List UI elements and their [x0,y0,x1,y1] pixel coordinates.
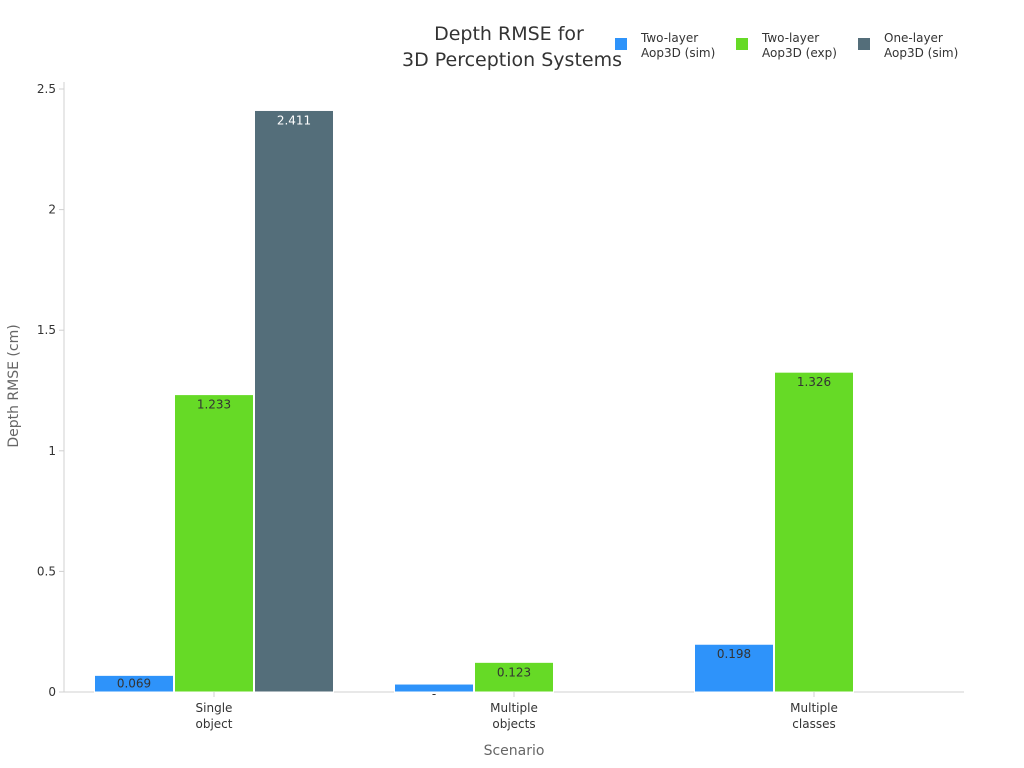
data-label: 2.411 [277,113,311,127]
legend-label: Two-layer Aop3D (exp) [761,31,837,60]
bar[interactable] [174,394,254,693]
legend-label-line: Aop3D (sim) [884,46,958,60]
legend-label-line: Aop3D (sim) [641,46,715,60]
chart-title: Depth RMSE for 3D Perception Systems [402,23,622,71]
bar[interactable] [254,109,334,693]
legend-label-line: Two-layer [761,31,819,45]
legend-label: One-layer Aop3D (sim) [884,31,958,60]
legend-item[interactable]: Two-layer Aop3D (sim) [615,31,715,60]
legend-swatch [615,38,627,50]
data-label: 0.123 [497,665,531,679]
legend-label-line: Aop3D (exp) [762,46,837,60]
legend-swatch [858,38,870,50]
x-tick-label: Multiple objects [490,701,538,731]
chart-title-line-1: Depth RMSE for [434,23,584,45]
bar[interactable] [94,674,174,693]
data-label: 0.198 [717,647,751,661]
chart-title-line-2: 3D Perception Systems [402,49,622,71]
y-tick-label: 0.5 [37,564,56,578]
data-label: - [432,687,436,701]
y-tick-label: 0 [48,685,56,699]
y-axis-title: Depth RMSE (cm) [6,324,22,447]
legend-item[interactable]: Two-layer Aop3D (exp) [736,31,837,60]
data-label: 1.326 [797,375,831,389]
x-tick-label-line: Single [196,701,233,715]
bar[interactable] [394,683,474,693]
y-tick-label: 1.5 [37,323,56,337]
legend-label-line: Two-layer [640,31,698,45]
x-tick-label: Single object [196,701,233,731]
y-tick-label: 2.5 [37,82,56,96]
legend-swatch [736,38,748,50]
y-ticks: 0 0.5 1 1.5 2 2.5 [37,82,64,699]
x-ticks: Single object Multiple objects Multiple class… [196,692,838,731]
x-tick-label-line: Multiple [490,701,538,715]
legend-item[interactable]: One-layer Aop3D (sim) [858,31,958,60]
x-tick-label-line: classes [792,717,835,731]
y-tick-label: 1 [48,444,56,458]
bar[interactable] [694,643,774,693]
x-tick-label-line: object [196,717,233,731]
data-label: 1.233 [197,398,231,412]
legend: Two-layer Aop3D (sim)Two-layer Aop3D (exp)… [615,31,958,60]
legend-label-line: One-layer [884,31,943,45]
x-tick-label: Multiple classes [790,701,838,731]
data-labels: 0.069 1.233 2.411 - 0.123 0.198 1.326 [117,113,831,701]
bar[interactable] [774,371,854,693]
legend-label: Two-layer Aop3D (sim) [640,31,715,60]
data-label: 0.069 [117,676,151,690]
bars [94,109,854,693]
y-tick-label: 2 [48,203,56,217]
x-tick-label-line: objects [492,717,535,731]
x-tick-label-line: Multiple [790,701,838,715]
x-axis-title: Scenario [484,743,545,759]
bar[interactable] [474,661,554,693]
